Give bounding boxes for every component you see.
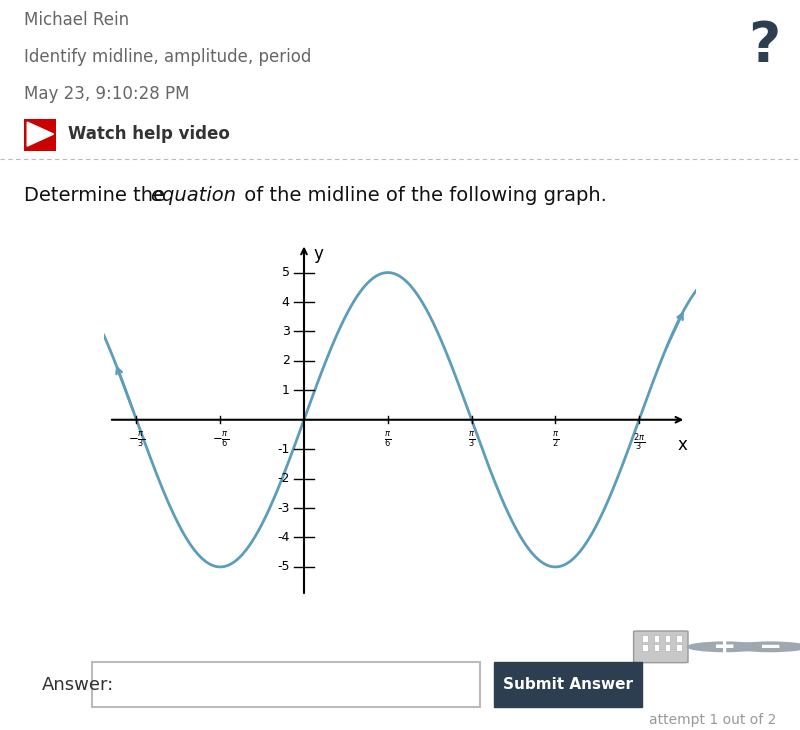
Bar	[665, 644, 670, 651]
Text: May 23, 9:10:28 PM: May 23, 9:10:28 PM	[24, 85, 190, 103]
Text: equation: equation	[150, 185, 237, 204]
Text: Identify midline, amplitude, period: Identify midline, amplitude, period	[24, 48, 311, 66]
Text: Submit Answer: Submit Answer	[503, 677, 633, 692]
Text: -5: -5	[277, 561, 290, 574]
Polygon shape	[27, 122, 54, 146]
Text: $\frac{\pi}{2}$: $\frac{\pi}{2}$	[552, 431, 559, 450]
Text: x: x	[678, 436, 687, 454]
Text: -2: -2	[278, 472, 290, 485]
Text: 5: 5	[282, 266, 290, 279]
Bar	[665, 635, 670, 642]
Bar	[92, 662, 480, 707]
FancyBboxPatch shape	[634, 631, 688, 663]
Text: Determine the: Determine the	[24, 185, 171, 204]
Text: ?: ?	[748, 19, 780, 73]
Text: $\frac{2\pi}{3}$: $\frac{2\pi}{3}$	[633, 431, 646, 453]
Text: +: +	[713, 633, 737, 661]
Bar	[654, 635, 659, 642]
Bar	[676, 644, 682, 651]
Text: $\frac{\pi}{6}$: $\frac{\pi}{6}$	[384, 431, 391, 450]
Circle shape	[732, 642, 800, 653]
Text: y: y	[314, 245, 323, 263]
Text: attempt 1 out of 2: attempt 1 out of 2	[649, 712, 776, 726]
Text: $-\frac{\pi}{6}$: $-\frac{\pi}{6}$	[212, 431, 229, 450]
Text: Watch help video: Watch help video	[68, 125, 230, 143]
Text: 3: 3	[282, 325, 290, 338]
Text: Answer:: Answer:	[42, 676, 114, 694]
Text: 4: 4	[282, 296, 290, 309]
Text: −: −	[758, 633, 782, 661]
Bar	[642, 644, 648, 651]
Text: Michael Rein: Michael Rein	[24, 11, 129, 29]
Bar	[676, 635, 682, 642]
Text: $-\frac{\pi}{3}$: $-\frac{\pi}{3}$	[128, 431, 145, 450]
Text: 1: 1	[282, 384, 290, 397]
Bar	[494, 662, 642, 707]
Bar	[24, 119, 56, 151]
Text: -4: -4	[278, 531, 290, 544]
Bar	[642, 635, 648, 642]
Circle shape	[686, 642, 763, 653]
Text: of the midline of the following graph.: of the midline of the following graph.	[238, 185, 607, 204]
Text: -1: -1	[278, 442, 290, 456]
Text: $\frac{\pi}{3}$: $\frac{\pi}{3}$	[468, 431, 475, 450]
Bar	[654, 644, 659, 651]
Text: 2: 2	[282, 354, 290, 367]
Text: -3: -3	[278, 502, 290, 515]
